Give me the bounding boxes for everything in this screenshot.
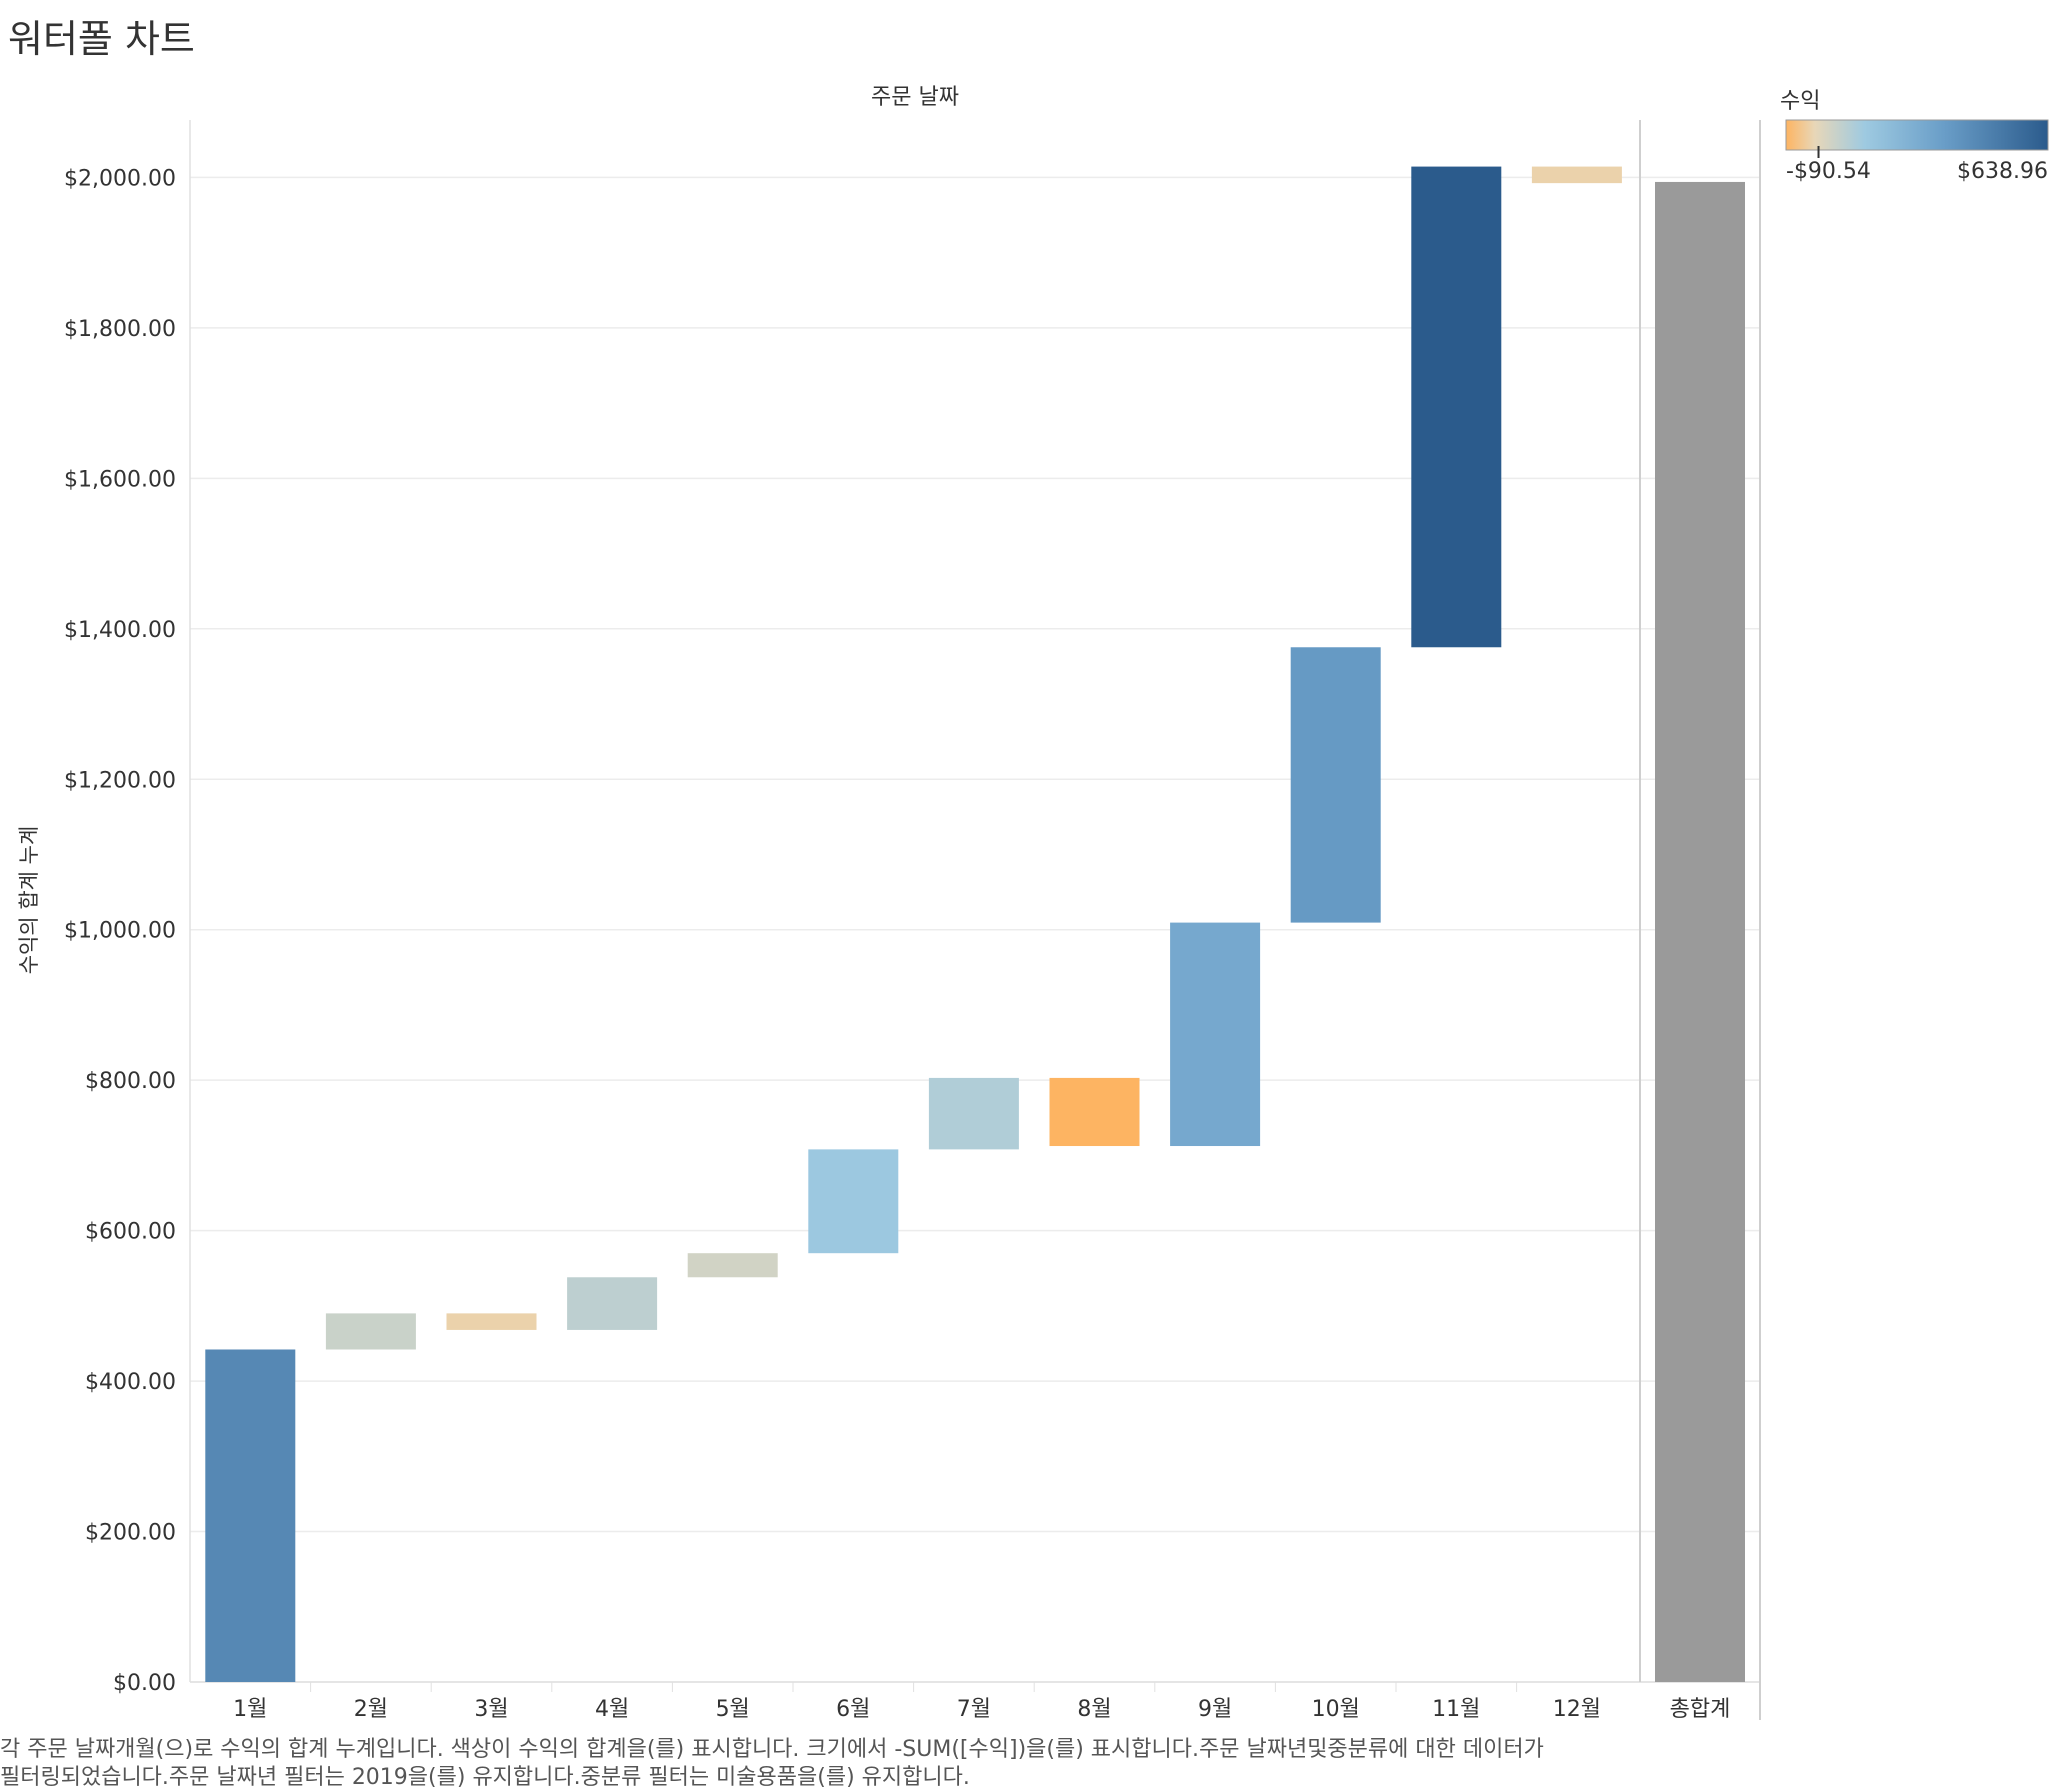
waterfall-bar bbox=[1049, 1077, 1140, 1147]
waterfall-bar bbox=[808, 1149, 899, 1254]
y-tick-label: $800.00 bbox=[85, 1069, 176, 1094]
x-tick-label: 8월 bbox=[1077, 1697, 1111, 1722]
waterfall-bar bbox=[1531, 166, 1622, 184]
y-tick-label: $1,800.00 bbox=[64, 317, 176, 342]
y-tick-label: $2,000.00 bbox=[64, 166, 176, 191]
legend-min-label: -$90.54 bbox=[1786, 159, 1871, 184]
y-tick-label: $1,600.00 bbox=[64, 467, 176, 492]
bars bbox=[205, 166, 1745, 1682]
legend-gradient-bar bbox=[1785, 119, 2049, 151]
legend-title: 수익 bbox=[1780, 89, 1820, 114]
waterfall-bar bbox=[1290, 647, 1381, 923]
y-axis-title: 수익의 합계 누계 bbox=[17, 826, 41, 975]
x-tick-label: 12월 bbox=[1553, 1697, 1601, 1722]
color-legend: 수익 -$90.54 $638.96 bbox=[1780, 89, 2049, 184]
x-tick-label: 9월 bbox=[1198, 1697, 1232, 1722]
total-label: 총합계 bbox=[1670, 1697, 1731, 1722]
chart-caption: 각 주문 날짜개월(으)로 수익의 합계 누계입니다. 색상이 수익의 합계을(… bbox=[0, 1736, 2050, 1792]
x-tick-label: 1월 bbox=[233, 1697, 267, 1722]
y-tick-label: $1,200.00 bbox=[64, 768, 176, 793]
waterfall-bar bbox=[928, 1077, 1019, 1150]
y-tick-label: $1,000.00 bbox=[64, 919, 176, 944]
x-tick-labels: 1월 2월 3월 4월 5월 6월 7월 8월 9월 10월 11월 12월 총합계 bbox=[233, 1697, 1730, 1722]
y-tick-label: $1,400.00 bbox=[64, 618, 176, 643]
x-tick-label: 5월 bbox=[716, 1697, 750, 1722]
y-tick-label: $200.00 bbox=[85, 1521, 176, 1546]
waterfall-bar bbox=[205, 1349, 296, 1682]
y-tick-label: $600.00 bbox=[85, 1220, 176, 1245]
x-tick-label: 4월 bbox=[595, 1697, 629, 1722]
grid-lines bbox=[190, 176, 1760, 1683]
waterfall-bar bbox=[1170, 922, 1261, 1147]
y-tick-label: $400.00 bbox=[85, 1370, 176, 1395]
y-tick-labels: $0.00 $200.00 $400.00 $600.00 $800.00 $1,000.… bbox=[64, 166, 176, 1696]
x-tick-label: 11월 bbox=[1432, 1697, 1480, 1722]
total-bar bbox=[1655, 181, 1745, 1682]
caption-line-2: 필터링되었습니다.주문 날짜년 필터는 2019을(를) 유지합니다.중분류 필… bbox=[0, 1765, 970, 1790]
waterfall-bar bbox=[1411, 166, 1502, 648]
waterfall-bar bbox=[325, 1313, 416, 1350]
y-tick-label: $0.00 bbox=[113, 1671, 176, 1696]
x-tick-label: 6월 bbox=[836, 1697, 870, 1722]
waterfall-bar bbox=[567, 1277, 658, 1330]
chart-title: 워터폴 차트 bbox=[8, 17, 195, 61]
x-tick-label: 2월 bbox=[354, 1697, 388, 1722]
waterfall-bar bbox=[446, 1313, 537, 1330]
caption-line-1: 각 주문 날짜개월(으)로 수익의 합계 누계입니다. 색상이 수익의 합계을(… bbox=[0, 1737, 1544, 1762]
waterfall-bar bbox=[687, 1253, 778, 1278]
x-tick-label: 7월 bbox=[957, 1697, 991, 1722]
axes bbox=[189, 120, 1761, 1720]
waterfall-chart: 1월 2월 3월 4월 5월 6월 7월 8월 9월 10월 11월 12월 총합계 $0.00 $200… bbox=[17, 85, 2049, 1722]
x-tick-label: 3월 bbox=[474, 1697, 508, 1722]
legend-max-label: $638.96 bbox=[1957, 159, 2048, 184]
column-header: 주문 날짜 bbox=[871, 85, 959, 110]
x-tick-label: 10월 bbox=[1312, 1697, 1360, 1722]
